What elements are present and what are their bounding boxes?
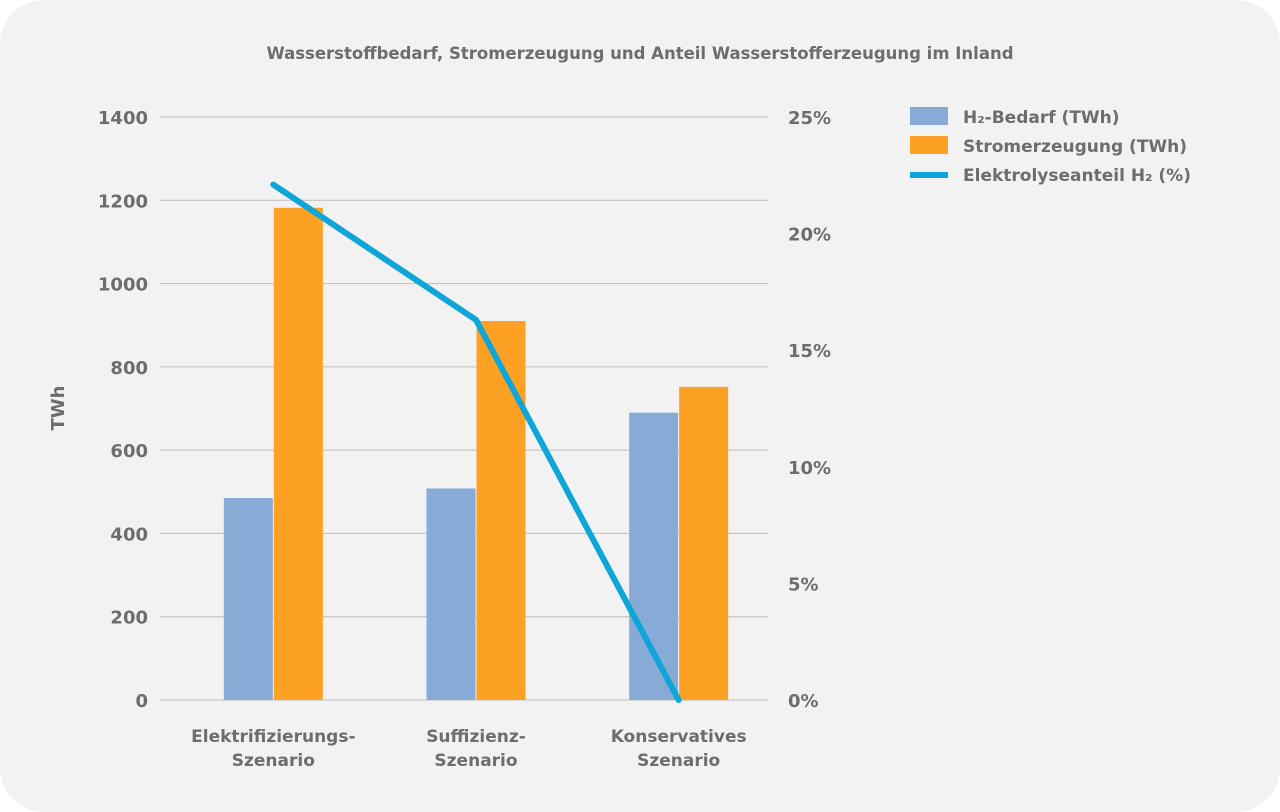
y2-axis-ticks: 0% 5% 10% 15% 20% 25% — [788, 108, 831, 712]
y-tick-label: 0 — [135, 691, 148, 712]
y-tick-label: 1400 — [98, 108, 148, 129]
y-tick-label: 400 — [110, 524, 148, 545]
y2-tick-label: 10% — [788, 458, 831, 479]
y-tick-label: 1000 — [98, 275, 148, 296]
legend-swatch — [910, 136, 948, 154]
y-tick-label: 800 — [110, 358, 148, 379]
share-line — [270, 181, 682, 703]
x-tick-label: Suffizienz-Szenario — [426, 727, 526, 771]
bar — [223, 498, 273, 700]
y2-tick-label: 5% — [788, 574, 819, 595]
legend-swatch — [910, 172, 948, 178]
x-tick-label: Elektrifizierungs-Szenario — [191, 727, 355, 771]
line-series — [270, 181, 682, 703]
y2-tick-label: 0% — [788, 691, 819, 712]
legend: H₂-Bedarf (TWh) Stromerzeugung (TWh) Elekt… — [910, 107, 1191, 186]
y-axis-label: TWh — [48, 386, 69, 431]
y2-tick-label: 20% — [788, 225, 831, 246]
x-tick-label: Konservatives Szenario — [611, 727, 747, 771]
y-axis-ticks: 0 200 400 600 800 1000 1200 1400 — [98, 108, 148, 712]
y-tick-label: 1200 — [98, 191, 148, 212]
bar — [679, 386, 729, 700]
x-axis-ticks: Elektrifizierungs-Szenario Suffizienz-Sze… — [191, 727, 747, 771]
y2-tick-label: 15% — [788, 341, 831, 362]
bar — [426, 488, 476, 700]
legend-swatch — [910, 107, 948, 125]
y-tick-label: 600 — [110, 441, 148, 462]
legend-label: Elektrolyseanteil H₂ (%) — [963, 166, 1191, 186]
bar — [273, 207, 323, 700]
chart-title: Wasserstoffbedarf, Stromerzeugung und An… — [266, 44, 1013, 63]
legend-label: Stromerzeugung (TWh) — [963, 137, 1187, 157]
y-tick-label: 200 — [110, 608, 148, 629]
y2-tick-label: 25% — [788, 108, 831, 129]
bars — [223, 207, 729, 700]
legend-label: H₂-Bedarf (TWh) — [963, 108, 1120, 128]
bar — [476, 321, 526, 700]
